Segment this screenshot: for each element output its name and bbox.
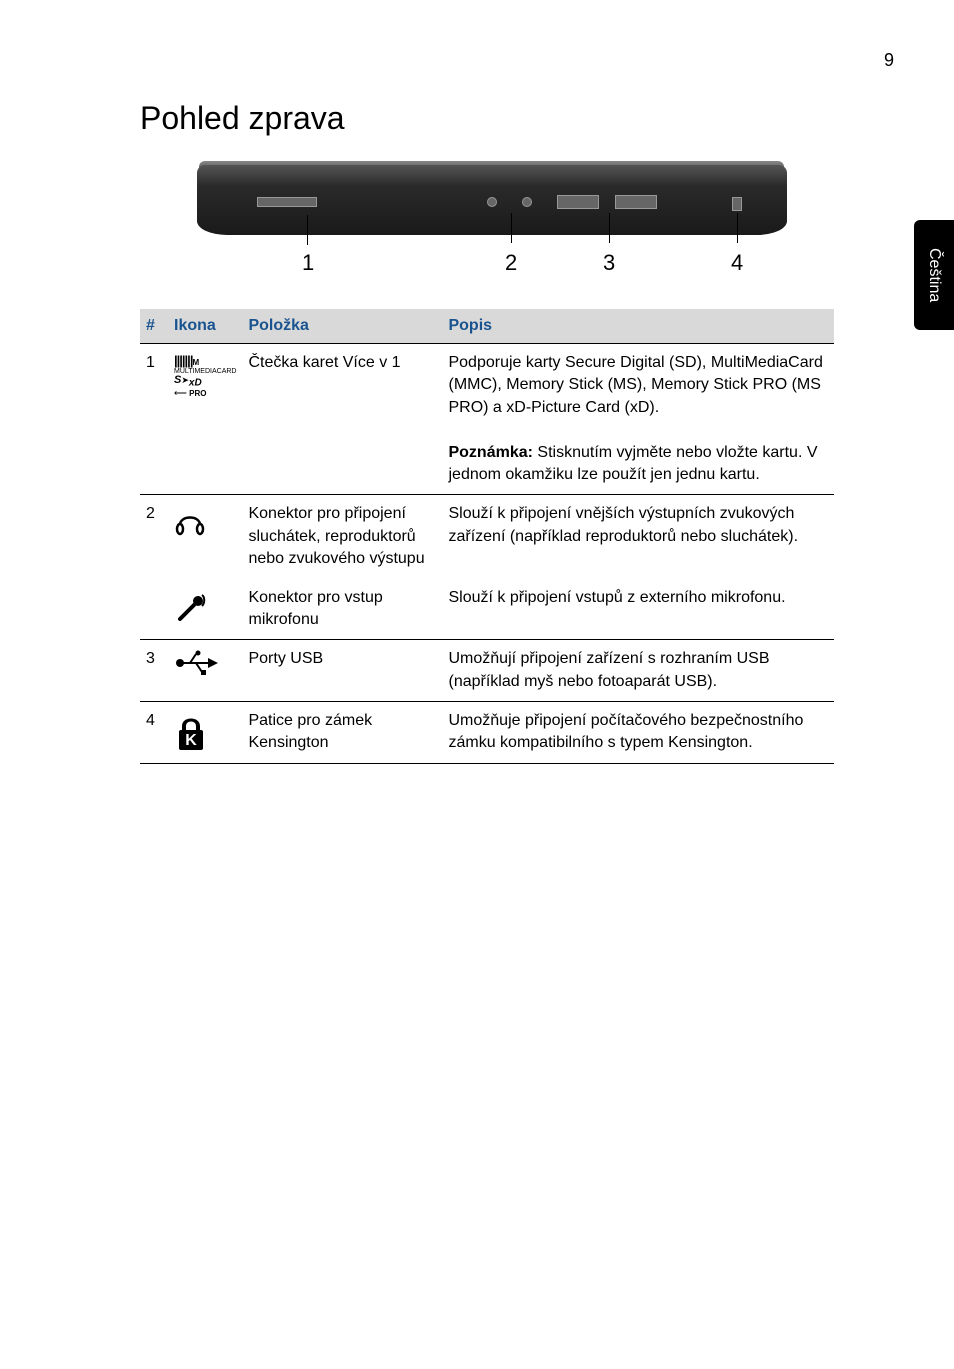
row-desc: Slouží k připojení vnějších výstupních z… — [442, 495, 834, 579]
right-view-diagram: 1 2 3 4 — [177, 155, 797, 295]
table-row: 2 Konektor pro připojení sluchátek, repr… — [140, 495, 834, 579]
row-item: Porty USB — [242, 640, 442, 702]
page-number: 9 — [884, 50, 894, 71]
headphone-icon — [168, 495, 242, 579]
table-row: 1 |||||||M MULTIMEDIACARD S➤xD ⟵ PRO Čte… — [140, 344, 834, 495]
card-pro: PRO — [189, 389, 206, 398]
callout-line — [609, 213, 610, 243]
note-label: Poznámka: — [448, 444, 532, 461]
callout-number: 4 — [731, 250, 743, 276]
col-header-desc: Popis — [442, 309, 834, 344]
row-number: 4 — [140, 702, 168, 764]
desc-main: Podporuje karty Secure Digital (SD), Mul… — [448, 354, 822, 416]
page-content: Pohled zprava 1 2 3 4 # Ikona Položka Po… — [0, 0, 954, 764]
table-row: Konektor pro vstup mikrofonu Slouží k př… — [140, 579, 834, 640]
card-xd: xD — [189, 378, 202, 389]
callout-line — [307, 215, 308, 245]
svg-text:K: K — [185, 732, 197, 749]
card-brand: M — [192, 358, 199, 367]
port-mic-in — [522, 197, 532, 207]
card-label: MULTIMEDIACARD — [174, 368, 236, 375]
row-number — [140, 579, 168, 640]
row-desc: Umožňují připojení zařízení s rozhraním … — [442, 640, 834, 702]
row-item: Konektor pro vstup mikrofonu — [242, 579, 442, 640]
row-desc: Slouží k připojení vstupů z externího mi… — [442, 579, 834, 640]
microphone-icon — [168, 579, 242, 640]
port-cardreader — [257, 197, 317, 207]
page-title: Pohled zprava — [140, 100, 834, 137]
callout-number: 3 — [603, 250, 615, 276]
port-usb-a — [557, 195, 599, 209]
row-desc: Umožňuje připojení počítačového bezpečno… — [442, 702, 834, 764]
callout-line — [737, 213, 738, 243]
row-item: Čtečka karet Více v 1 — [242, 344, 442, 495]
table-row: 3 Porty USB Umožňují připojení zařízení … — [140, 640, 834, 702]
ports-table: # Ikona Položka Popis 1 |||||||M MULTIME… — [140, 309, 834, 764]
row-number: 3 — [140, 640, 168, 702]
callout-number: 1 — [302, 250, 314, 276]
callout-line — [511, 213, 512, 243]
col-header-num: # — [140, 309, 168, 344]
port-kensington — [732, 197, 742, 211]
row-desc: Podporuje karty Secure Digital (SD), Mul… — [442, 344, 834, 495]
row-number: 2 — [140, 495, 168, 579]
multicard-icon: |||||||M MULTIMEDIACARD S➤xD ⟵ PRO — [168, 344, 242, 495]
port-usb-b — [615, 195, 657, 209]
table-header-row: # Ikona Položka Popis — [140, 309, 834, 344]
kensington-lock-icon: K — [168, 702, 242, 764]
row-item: Konektor pro připojení sluchátek, reprod… — [242, 495, 442, 579]
row-number: 1 — [140, 344, 168, 495]
card-bars: ||||||| — [174, 353, 192, 368]
row-item: Patice pro zámek Kensington — [242, 702, 442, 764]
col-header-item: Položka — [242, 309, 442, 344]
language-tab: Čeština — [914, 220, 954, 330]
usb-icon — [168, 640, 242, 702]
table-row: 4 K Patice pro zámek Kensington Umožňuje… — [140, 702, 834, 764]
col-header-icon: Ikona — [168, 309, 242, 344]
callout-number: 2 — [505, 250, 517, 276]
port-audio-out — [487, 197, 497, 207]
